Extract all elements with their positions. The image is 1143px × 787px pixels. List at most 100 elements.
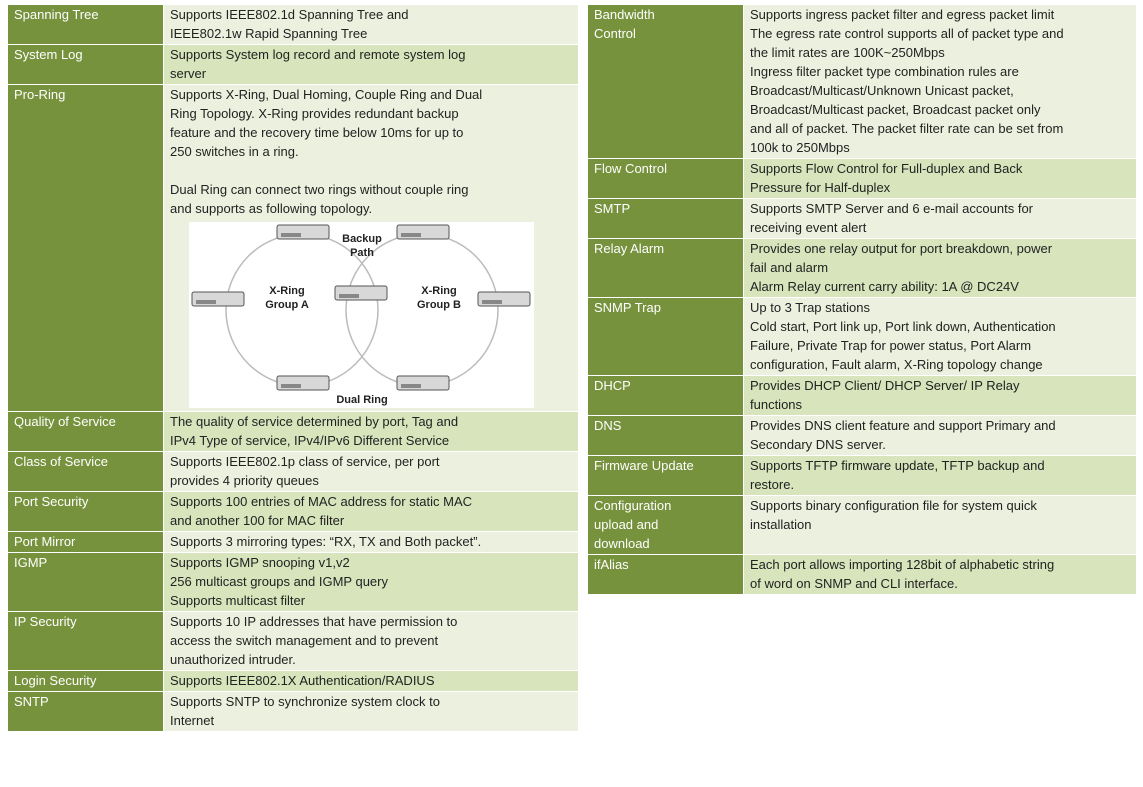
table-row: Port Mirror Supports 3 mirroring types: “… [8, 532, 578, 552]
text-line: Failure, Private Trap for power status, … [750, 338, 1032, 353]
row-description: Supports 10 IP addresses that have permi… [164, 612, 578, 670]
text-line: Ingress filter packet type combination r… [750, 64, 1019, 79]
text-line: Provides DNS client feature and support … [750, 418, 1056, 433]
text-line: Supports IGMP snooping v1,v2 [170, 555, 350, 570]
paragraph: Supports IEEE802.1X Authentication/RADIU… [170, 671, 572, 690]
label-line: Relay Alarm [594, 241, 665, 256]
paragraph: Supports System log record and remote sy… [170, 45, 572, 83]
switch-ports [196, 300, 216, 304]
table-row: DNS Provides DNS client feature and suppo… [588, 416, 1136, 455]
row-label: Port Security [8, 492, 163, 531]
label-line: Firmware Update [594, 458, 694, 473]
diagram-label: Backup [342, 233, 382, 245]
paragraph: Supports 100 entries of MAC address for … [170, 492, 572, 530]
table-row: SMTP Supports SMTP Server and 6 e-mail ac… [588, 199, 1136, 238]
table-row: SNMP Trap Up to 3 Trap stations Cold start… [588, 298, 1136, 375]
paragraph: Supports 3 mirroring types: “RX, TX and … [170, 532, 572, 551]
text-line: Supports 100 entries of MAC address for … [170, 494, 473, 509]
text-line: Internet [170, 713, 215, 728]
paragraph: Dual Ring can connect two rings without … [170, 180, 572, 218]
table-row: Bandwidth Control Supports ingress packet … [588, 5, 1136, 158]
label-line: IGMP [14, 555, 48, 570]
text-line: receiving event alert [750, 220, 867, 235]
paragraph: Supports 10 IP addresses that have permi… [170, 612, 572, 669]
text-line: 250 switches in a ring. [170, 144, 299, 159]
text-line: Dual Ring can connect two rings without … [170, 182, 469, 197]
label-line: Control [594, 26, 636, 41]
table-row: Flow Control Supports Flow Control for Fu… [588, 159, 1136, 198]
row-label: Port Mirror [8, 532, 163, 552]
table-row: Quality of Service The quality of service… [8, 412, 578, 451]
text-line: Supports IEEE802.1X Authentication/RADIU… [170, 673, 435, 688]
text-line: Ring Topology. X-Ring provides redundant… [170, 106, 459, 121]
text-line: Supports 3 mirroring types: “RX, TX and … [170, 534, 482, 549]
label-line: ifAlias [594, 557, 629, 572]
text-line: installation [750, 517, 812, 532]
label-line: Quality of Service [14, 414, 116, 429]
diagram-label: X-Ring [269, 285, 304, 297]
row-label: Spanning Tree [8, 5, 163, 44]
right-table: Bandwidth Control Supports ingress packet … [588, 5, 1136, 595]
text-line: 256 multicast groups and IGMP query [170, 574, 388, 589]
text-line: Supports IEEE802.1p class of service, pe… [170, 454, 440, 469]
row-description: Supports IEEE802.1p class of service, pe… [164, 452, 578, 491]
text-line: Up to 3 Trap stations [750, 300, 870, 315]
table-row: SNTP Supports SNTP to synchronize system … [8, 692, 578, 731]
row-label: Flow Control [588, 159, 743, 198]
text-line: Supports SNTP to synchronize system cloc… [170, 694, 440, 709]
label-line: Login Security [14, 673, 97, 688]
text-line: The quality of service determined by por… [170, 414, 459, 429]
row-description: Provides one relay output for port break… [744, 239, 1136, 297]
row-label: SNMP Trap [588, 298, 743, 375]
row-description: Provides DNS client feature and support … [744, 416, 1136, 455]
table-row: System Log Supports System log record and… [8, 45, 578, 84]
row-description: Supports 100 entries of MAC address for … [164, 492, 578, 531]
text-line: restore. [750, 477, 795, 492]
table-row: Firmware Update Supports TFTP firmware up… [588, 456, 1136, 495]
text-line: of word on SNMP and CLI interface. [750, 576, 958, 591]
text-line: and supports as following topology. [170, 201, 373, 216]
row-label: Configuration upload and download [588, 496, 743, 554]
text-line: Supports binary configuration file for s… [750, 498, 1037, 513]
label-line: Bandwidth [594, 7, 655, 22]
text-line: Provides one relay output for port break… [750, 241, 1053, 256]
row-description: Supports IGMP snooping v1,v2 256 multicas… [164, 553, 578, 611]
text-line: Supports Flow Control for Full-duplex an… [750, 161, 1023, 176]
row-description: Supports System log record and remote sy… [164, 45, 578, 84]
paragraph: Provides one relay output for port break… [750, 239, 1130, 296]
row-label: Quality of Service [8, 412, 163, 451]
row-label: DNS [588, 416, 743, 455]
row-description: Supports SNTP to synchronize system cloc… [164, 692, 578, 731]
text-line: The egress rate control supports all of … [750, 26, 1064, 41]
row-description: Supports X-Ring, Dual Homing, Couple Rin… [164, 85, 578, 411]
diagram-label: Dual Ring [336, 394, 387, 406]
label-line: Port Mirror [14, 534, 76, 549]
text-line: 100k to 250Mbps [750, 140, 850, 155]
paragraph: Up to 3 Trap stations Cold start, Port li… [750, 298, 1130, 374]
row-label: Login Security [8, 671, 163, 691]
text-line: Cold start, Port link up, Port link down… [750, 319, 1056, 334]
text-line: Provides DHCP Client/ DHCP Server/ IP Re… [750, 378, 1020, 393]
table-row: IGMP Supports IGMP snooping v1,v2 256 mult… [8, 553, 578, 611]
text-line: Supports SMTP Server and 6 e-mail accoun… [750, 201, 1033, 216]
text-line: Supports ingress packet filter and egres… [750, 7, 1055, 22]
switch-ports [401, 384, 421, 388]
text-line: Supports multicast filter [170, 593, 306, 608]
table-row: Port Security Supports 100 entries of MAC… [8, 492, 578, 531]
row-description: Supports SMTP Server and 6 e-mail accoun… [744, 199, 1136, 238]
label-line: upload and [594, 517, 659, 532]
table-row: DHCP Provides DHCP Client/ DHCP Server/ I… [588, 376, 1136, 415]
text-line: Broadcast/Multicast packet, Broadcast pa… [750, 102, 1041, 117]
label-line: DHCP [594, 378, 631, 393]
row-description: Supports ingress packet filter and egres… [744, 5, 1136, 158]
text-line: Supports System log record and remote sy… [170, 47, 466, 62]
label-line: Port Security [14, 494, 89, 509]
switch-ports [281, 384, 301, 388]
diagram-label: X-Ring [421, 285, 456, 297]
row-description: The quality of service determined by por… [164, 412, 578, 451]
row-label: ifAlias [588, 555, 743, 594]
row-description: Up to 3 Trap stations Cold start, Port li… [744, 298, 1136, 375]
label-line: DNS [594, 418, 622, 433]
label-line: SMTP [594, 201, 631, 216]
